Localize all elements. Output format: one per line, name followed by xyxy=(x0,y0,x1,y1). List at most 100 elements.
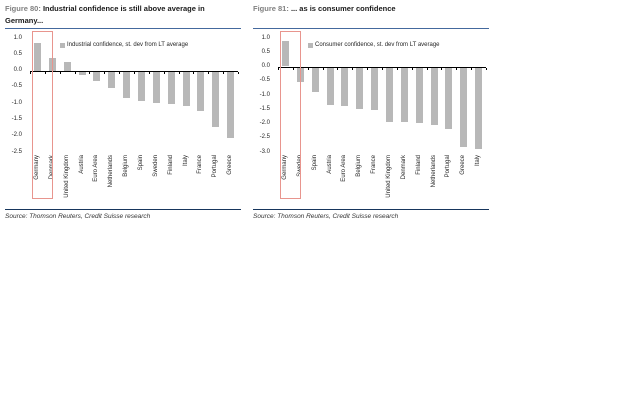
bar-austria xyxy=(326,67,334,105)
bar-austria xyxy=(78,71,86,75)
x-axis-line xyxy=(278,66,486,68)
axis-tick-mark xyxy=(382,67,383,70)
x-axis-category-label: Spain xyxy=(137,155,144,171)
x-axis-category-label: Austria xyxy=(326,155,333,174)
bar-germany xyxy=(33,42,41,71)
axis-tick-mark xyxy=(426,67,428,70)
axis-tick-mark xyxy=(486,67,487,70)
bar-united-kingdom xyxy=(385,67,393,122)
bar-spain xyxy=(137,71,145,101)
axis-tick-mark xyxy=(163,71,165,74)
x-axis-category-label: Finland xyxy=(167,155,174,175)
y-axis-tick-label: 0.0 xyxy=(261,63,270,69)
bar-spain xyxy=(311,67,319,92)
axis-tick-mark xyxy=(208,71,210,74)
x-axis-category-label: Belgium xyxy=(123,155,130,177)
bar-france xyxy=(197,71,205,111)
bar-italy xyxy=(475,67,483,149)
axis-tick-mark xyxy=(292,67,294,70)
title-rule xyxy=(253,28,489,29)
y-axis-tick-label: -3.0 xyxy=(259,148,270,155)
legend-swatch xyxy=(308,43,313,48)
axis-tick-mark xyxy=(337,67,339,70)
axis-tick-mark xyxy=(74,71,76,74)
x-axis-category-label: Italy xyxy=(182,155,189,167)
axis-tick-mark xyxy=(134,71,135,74)
y-axis-tick-label: -2.0 xyxy=(11,132,22,139)
figure-81-title: Figure 81: ... as is consumer confidence xyxy=(253,3,489,15)
x-axis-category-label: Austria xyxy=(78,155,85,174)
figure-81-panel: Figure 81: ... as is consumer confidence… xyxy=(253,0,489,225)
bar-netherlands xyxy=(108,71,116,88)
bar-germany xyxy=(281,40,289,67)
figure-81-label: Figure 81: xyxy=(253,4,289,13)
x-axis-category-label: Belgium xyxy=(356,155,363,177)
y-axis-tick-label: -1.5 xyxy=(11,115,22,122)
highlight-box-germany xyxy=(279,31,301,199)
x-axis-category-label: France xyxy=(371,155,378,174)
y-axis-tick-label: 0.5 xyxy=(13,50,22,57)
x-axis-category-label: Italy xyxy=(475,155,482,167)
x-axis-category-label: Spain xyxy=(311,155,318,171)
bar-italy xyxy=(182,71,190,106)
x-axis-category-label: Greece xyxy=(460,155,467,175)
y-axis-tick-label: 1.0 xyxy=(13,34,22,41)
bar-finland xyxy=(415,67,423,124)
industrial-confidence-bar-chart: 1.0 0.5 0.0 -0.5 -1.0 -1.5 -2.0 -2.5 Germany Denm… xyxy=(5,28,241,203)
axis-tick-mark xyxy=(367,67,369,70)
figure-80-title-text: Industrial confidence is still above ave… xyxy=(5,4,205,25)
x-axis-category-label: Euro Area xyxy=(93,155,100,182)
bar-france xyxy=(371,67,379,111)
source-rule xyxy=(5,209,241,210)
x-axis-category-label: United Kingdom xyxy=(385,155,392,198)
axis-tick-mark xyxy=(178,71,180,74)
x-axis-category-label: Greece xyxy=(227,155,234,175)
bar-euro-area xyxy=(341,67,349,106)
bar-euro-area xyxy=(93,71,101,82)
x-axis-category-label: Denmark xyxy=(400,155,407,180)
y-axis-tick-label: -2.0 xyxy=(259,120,270,126)
bar-united-kingdom xyxy=(63,62,71,71)
y-axis-tick-label: -1.0 xyxy=(259,91,270,98)
y-axis-tick-label: -1.0 xyxy=(11,99,22,106)
source-rule xyxy=(253,209,489,210)
bar-portugal xyxy=(212,71,220,127)
x-axis-category-label: Netherlands xyxy=(108,155,115,188)
axis-tick-mark xyxy=(307,67,309,70)
axis-tick-mark xyxy=(352,67,354,70)
axis-tick-mark xyxy=(59,71,61,74)
figure-80-label: Figure 80: xyxy=(5,4,41,13)
legend-label: Industrial confidence, st. dev from LT a… xyxy=(67,42,189,48)
y-axis-tick-label: -1.5 xyxy=(259,105,270,112)
y-axis-tick-label: 0.0 xyxy=(13,67,22,74)
highlight-box-germany xyxy=(31,31,53,199)
y-axis-tick-label: -0.5 xyxy=(11,83,22,90)
bar-portugal xyxy=(445,67,453,129)
axis-tick-mark xyxy=(471,67,473,70)
bar-netherlands xyxy=(430,67,438,125)
y-axis-tick-label: -0.5 xyxy=(259,77,270,84)
x-axis-category-label: Sweden xyxy=(152,155,159,177)
figure-80-title: Figure 80: Industrial confidence is stil… xyxy=(5,3,241,27)
axis-tick-mark xyxy=(238,71,239,74)
axis-tick-mark xyxy=(223,71,225,74)
x-axis-category-label: Portugal xyxy=(212,155,219,178)
figure-80-panel: Figure 80: Industrial confidence is stil… xyxy=(5,0,241,225)
x-axis-category-label: Euro Area xyxy=(341,155,348,182)
source-note: Source: Thomson Reuters, Credit Suisse r… xyxy=(253,213,399,220)
axis-tick-mark xyxy=(104,71,106,74)
axis-tick-mark xyxy=(322,67,324,70)
axis-tick-mark xyxy=(411,67,413,70)
axis-tick-mark xyxy=(119,71,121,74)
axis-tick-mark xyxy=(44,71,46,74)
consumer-confidence-bar-chart: 1.0 0.5 0.0 -0.5 -1.0 -1.5 -2.0 -2.5 -3.0 Germany… xyxy=(253,28,489,203)
bar-sweden xyxy=(152,71,160,103)
bar-greece xyxy=(227,71,235,139)
y-axis-tick-label: 1.0 xyxy=(261,34,270,41)
y-axis-tick-label: 0.5 xyxy=(261,48,270,55)
x-axis-line xyxy=(30,70,238,72)
legend-label: Consumer confidence, st. dev from LT ave… xyxy=(315,42,440,48)
x-axis-category-label: France xyxy=(197,155,204,174)
figure-81-title-text: ... as is consumer confidence xyxy=(290,4,396,13)
bar-denmark xyxy=(400,67,408,122)
